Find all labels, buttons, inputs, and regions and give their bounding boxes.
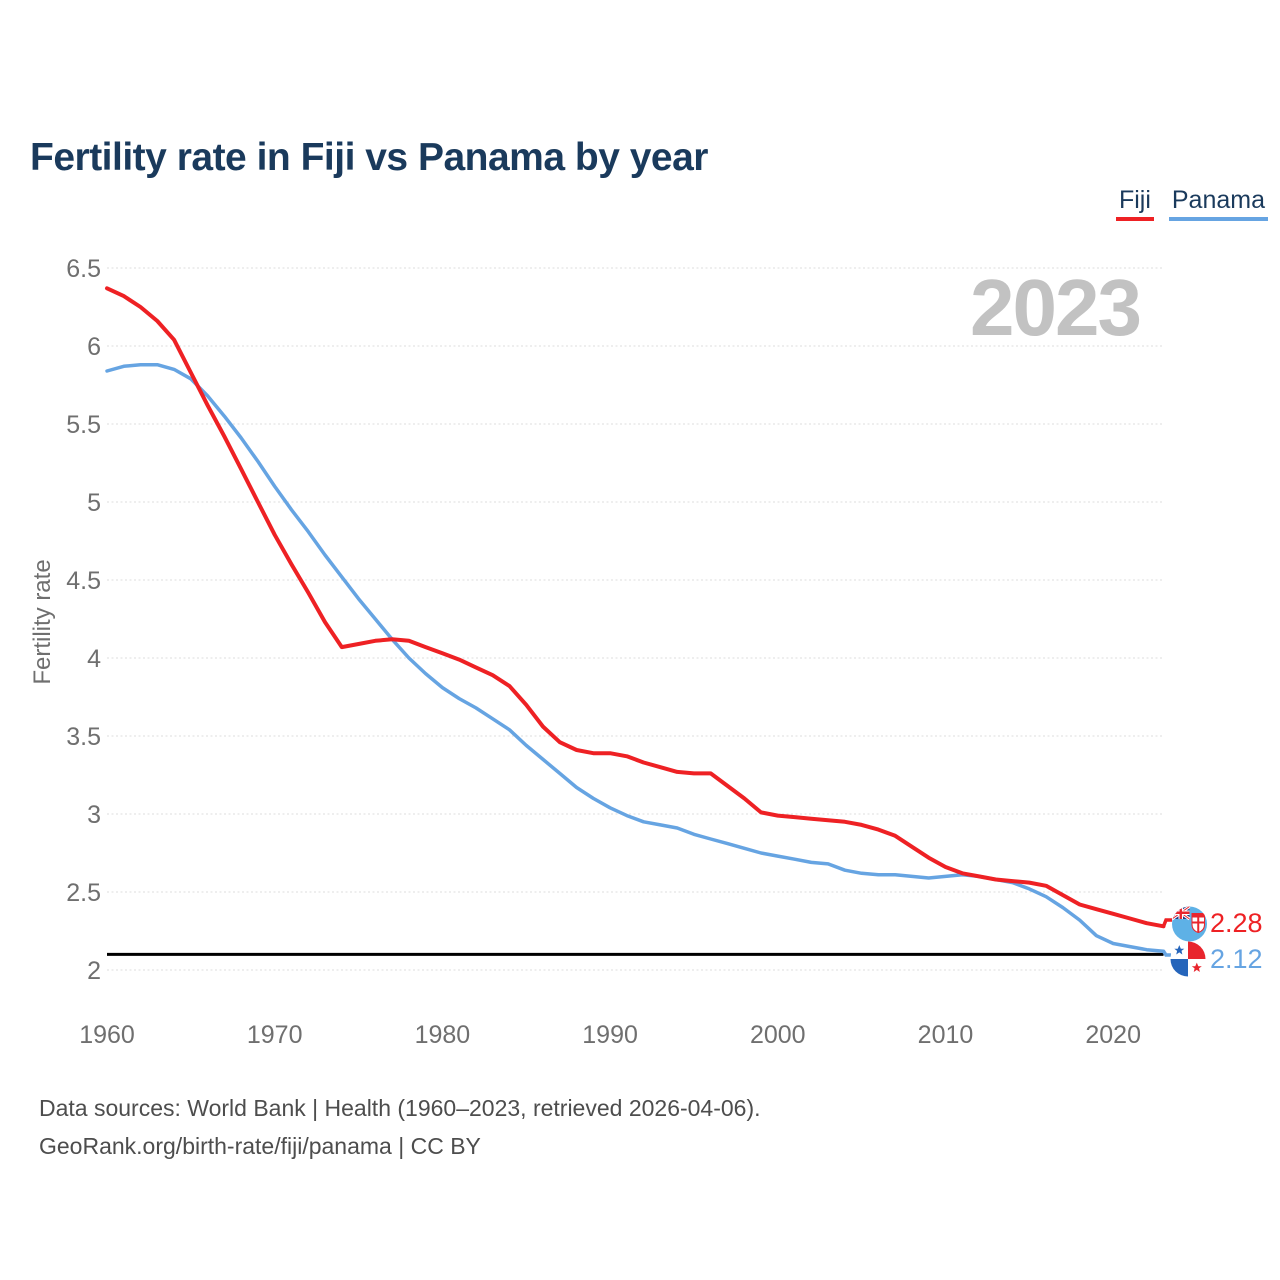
fiji-leader-line — [1161, 918, 1172, 927]
legend-label-fiji: Fiji — [1118, 186, 1151, 214]
y-tick-label: 2 — [87, 957, 101, 985]
y-tick-label: 6 — [87, 333, 101, 361]
panama-flag-blue-quarter — [1170, 959, 1188, 977]
legend-label-panama: Panama — [1171, 186, 1265, 214]
y-tick-label: 5.5 — [66, 411, 101, 439]
footer: Data sources: World Bank | Health (1960–… — [39, 1089, 761, 1165]
x-tick-label: 2020 — [1085, 1021, 1141, 1049]
panama-end-value: 2.12 — [1210, 944, 1263, 974]
panama-flag-icon — [1170, 941, 1206, 977]
fiji-flag-icon — [1172, 906, 1207, 942]
chart-title: Fertility rate in Fiji vs Panama by year — [30, 136, 708, 180]
y-tick-label: 4.5 — [66, 567, 101, 595]
legend-item-fiji[interactable]: Fiji — [1115, 186, 1154, 221]
y-tick-label: 3 — [87, 801, 101, 829]
x-tick-label: 1990 — [582, 1021, 638, 1049]
legend-item-panama[interactable]: Panama — [1168, 186, 1268, 221]
x-tick-label: 1980 — [415, 1021, 471, 1049]
footer-attribution: GeoRank.org/birth-rate/fiji/panama | CC … — [39, 1133, 481, 1159]
legend: Fiji Panama — [1115, 186, 1268, 221]
fiji-end-value: 2.28 — [1210, 908, 1263, 938]
panama-red-star — [1191, 962, 1202, 972]
x-tick-label: 1970 — [247, 1021, 303, 1049]
x-tick-label: 2000 — [750, 1021, 806, 1049]
y-tick-label: 2.5 — [66, 879, 101, 907]
footer-sources: Data sources: World Bank | Health (1960–… — [39, 1095, 761, 1121]
fiji-shield-chief — [1192, 913, 1205, 918]
y-tick-label: 3.5 — [66, 723, 101, 751]
y-tick-label: 4 — [87, 645, 101, 673]
fiji-line — [105, 286, 1166, 929]
x-tick-label: 1960 — [79, 1021, 135, 1049]
y-tick-label: 5 — [87, 489, 101, 517]
y-tick-label: 6.5 — [66, 255, 101, 283]
panama-blue-star — [1174, 945, 1185, 955]
panama-flag-red-quarter — [1188, 941, 1206, 959]
fiji-shield-cross — [1192, 917, 1205, 932]
watermark-year: 2023 — [970, 263, 1142, 352]
x-tick-label: 2010 — [918, 1021, 974, 1049]
panama-leader-line — [1162, 950, 1171, 957]
